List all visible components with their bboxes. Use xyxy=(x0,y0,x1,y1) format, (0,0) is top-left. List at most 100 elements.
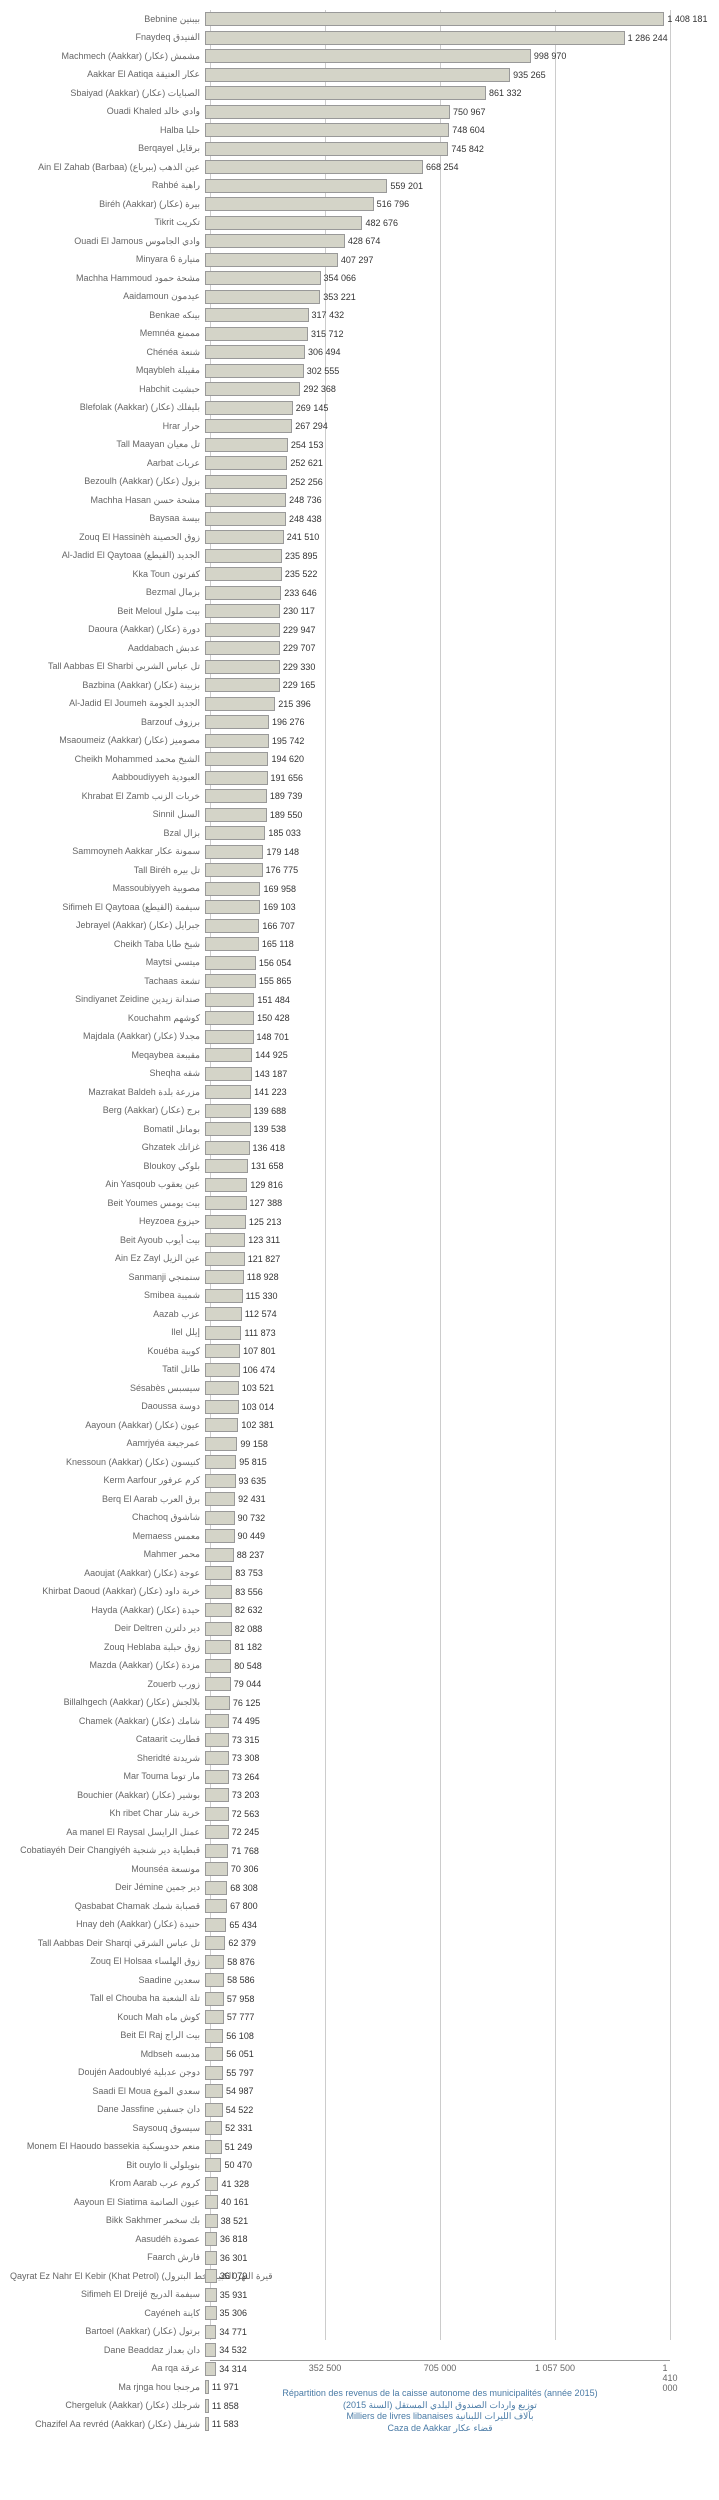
bar-wrapper: 103 014 xyxy=(205,1400,709,1414)
bar-label: Cobatiayéh Deir Changiyéh قبطياية دير شن… xyxy=(10,1845,205,1856)
bar-label: Cataarit قطاريت xyxy=(10,1734,205,1745)
bar-row: Chergeluk (Aakkar) شرجلك (عكار)11 858 xyxy=(10,2397,709,2416)
bar: 248 736 xyxy=(205,493,286,507)
bar-wrapper: 54 522 xyxy=(205,2103,709,2117)
bar-value: 57 958 xyxy=(223,1994,255,2004)
bar-row: Kka Toun كفرتون235 522 xyxy=(10,565,709,584)
bar-value: 229 330 xyxy=(279,662,316,672)
bar-label: Mar Touma مار توما xyxy=(10,1771,205,1782)
bar-row: Bikk Sakhmer بك سخمر38 521 xyxy=(10,2212,709,2231)
bar-value: 103 014 xyxy=(238,1402,275,1412)
bar-row: Kouéba كويبة107 801 xyxy=(10,1342,709,1361)
bar-wrapper: 123 311 xyxy=(205,1233,709,1247)
bar-wrapper: 55 797 xyxy=(205,2066,709,2080)
bar-wrapper: 189 739 xyxy=(205,789,709,803)
bar-wrapper: 83 556 xyxy=(205,1585,709,1599)
bar-label: Aa manel El Raysal عمنل الرايسل xyxy=(10,1827,205,1838)
bar-value: 72 245 xyxy=(228,1827,260,1837)
bar-row: Ilel إيلل111 873 xyxy=(10,1324,709,1343)
bar-label: Kouchahm كوشهم xyxy=(10,1013,205,1024)
bar-label: Bezmal بزمال xyxy=(10,587,205,598)
bar: 99 158 xyxy=(205,1437,237,1451)
bar-label: Smibea شميبة xyxy=(10,1290,205,1301)
bar-value: 750 967 xyxy=(449,107,486,117)
bar-wrapper: 230 117 xyxy=(205,604,709,618)
bar-label: Berqayel برقايل xyxy=(10,143,205,154)
bar-label: Ain Yasqoub عين يعقوب xyxy=(10,1179,205,1190)
bar-row: Aasudéh عصودة36 818 xyxy=(10,2230,709,2249)
bar: 90 449 xyxy=(205,1529,235,1543)
bar-label: Daoura (Aakkar) دورة (عكار) xyxy=(10,624,205,635)
bar: 73 308 xyxy=(205,1751,229,1765)
bar: 935 265 xyxy=(205,68,510,82)
bar: 315 712 xyxy=(205,327,308,341)
bar-wrapper: 50 470 xyxy=(205,2158,709,2172)
bar-label: Kka Toun كفرتون xyxy=(10,569,205,580)
bar-wrapper: 36 301 xyxy=(205,2251,709,2265)
bar: 52 331 xyxy=(205,2121,222,2135)
bar: 81 182 xyxy=(205,1640,231,1654)
bar-value: 80 548 xyxy=(230,1661,262,1671)
bar: 118 928 xyxy=(205,1270,244,1284)
bar-wrapper: 125 213 xyxy=(205,1215,709,1229)
bar-row: Tikrit تكريت482 676 xyxy=(10,214,709,233)
bar: 196 276 xyxy=(205,715,269,729)
bar-value: 229 947 xyxy=(279,625,316,635)
bar-wrapper: 54 987 xyxy=(205,2084,709,2098)
bar-label: Chachoq شاشوق xyxy=(10,1512,205,1523)
bar-value: 83 753 xyxy=(231,1568,263,1578)
bar-label: Bikk Sakhmer بك سخمر xyxy=(10,2215,205,2226)
bar: 55 797 xyxy=(205,2066,223,2080)
bar-wrapper: 83 753 xyxy=(205,1566,709,1580)
bar: 68 308 xyxy=(205,1881,227,1895)
bar-value: 73 203 xyxy=(228,1790,260,1800)
bar-row: Berg (Aakkar) برج (عكار)139 688 xyxy=(10,1102,709,1121)
bar: 57 958 xyxy=(205,1992,224,2006)
bar-wrapper: 34 314 xyxy=(205,2362,709,2376)
bar-label: Bzal بزال xyxy=(10,828,205,839)
bar-row: Chazifel Aa revréd (Aakkar) شزيفل (عكار)… xyxy=(10,2415,709,2434)
bar-label: Machmech (Aakkar) مشمش (عكار) xyxy=(10,51,205,62)
bar: 34 314 xyxy=(205,2362,216,2376)
bar: 229 707 xyxy=(205,641,280,655)
bar-label: Berg (Aakkar) برج (عكار) xyxy=(10,1105,205,1116)
bar-row: Majdala (Aakkar) مجدلا (عكار)148 701 xyxy=(10,1028,709,1047)
bar-label: Bit ouylo li بتويلولي xyxy=(10,2160,205,2171)
bar-value: 189 739 xyxy=(266,791,303,801)
bar-wrapper: 103 521 xyxy=(205,1381,709,1395)
bar-wrapper: 73 264 xyxy=(205,1770,709,1784)
bar-label: Tatil طاتل xyxy=(10,1364,205,1375)
bar-value: 82 632 xyxy=(231,1605,263,1615)
bar-row: Khirbat Daoud (Aakkar) خربة داود (عكار)8… xyxy=(10,1583,709,1602)
bar: 1 286 244 xyxy=(205,31,625,45)
bar-row: Aaoujat (Aakkar) عوجة (عكار)83 753 xyxy=(10,1564,709,1583)
bar-value: 131 658 xyxy=(247,1161,284,1171)
bar-wrapper: 196 276 xyxy=(205,715,709,729)
bar: 750 967 xyxy=(205,105,450,119)
bar-value: 516 796 xyxy=(373,199,410,209)
bar-wrapper: 241 510 xyxy=(205,530,709,544)
bar-label: Baysaa بيسة xyxy=(10,513,205,524)
bar-value: 121 827 xyxy=(244,1254,281,1264)
bar: 54 522 xyxy=(205,2103,223,2117)
bar-row: Beit Ayoub بيت أيوب123 311 xyxy=(10,1231,709,1250)
bar: 169 103 xyxy=(205,900,260,914)
bar-label: Al-Jadid El Qaytoaa الجديد (القيطع) xyxy=(10,550,205,561)
bar-label: Habchit حبشيت xyxy=(10,384,205,395)
bar: 292 368 xyxy=(205,382,300,396)
bar: 353 221 xyxy=(205,290,320,304)
bar-row: Saadi El Moua سعدي الموع54 987 xyxy=(10,2082,709,2101)
bar-value: 65 434 xyxy=(225,1920,257,1930)
bar: 67 800 xyxy=(205,1899,227,1913)
bar: 354 066 xyxy=(205,271,321,285)
bar-wrapper: 52 331 xyxy=(205,2121,709,2135)
bar: 215 396 xyxy=(205,697,275,711)
bar-wrapper: 176 775 xyxy=(205,863,709,877)
bar-row: Cataarit قطاريت73 315 xyxy=(10,1731,709,1750)
bar-wrapper: 57 958 xyxy=(205,1992,709,2006)
bar-row: Mqaybleh مقيبلة302 555 xyxy=(10,362,709,381)
bar-value: 41 328 xyxy=(217,2179,249,2189)
bar-label: Chamek (Aakkar) شامك (عكار) xyxy=(10,1716,205,1727)
bar: 745 842 xyxy=(205,142,448,156)
bar-wrapper: 36 079 xyxy=(205,2269,709,2283)
